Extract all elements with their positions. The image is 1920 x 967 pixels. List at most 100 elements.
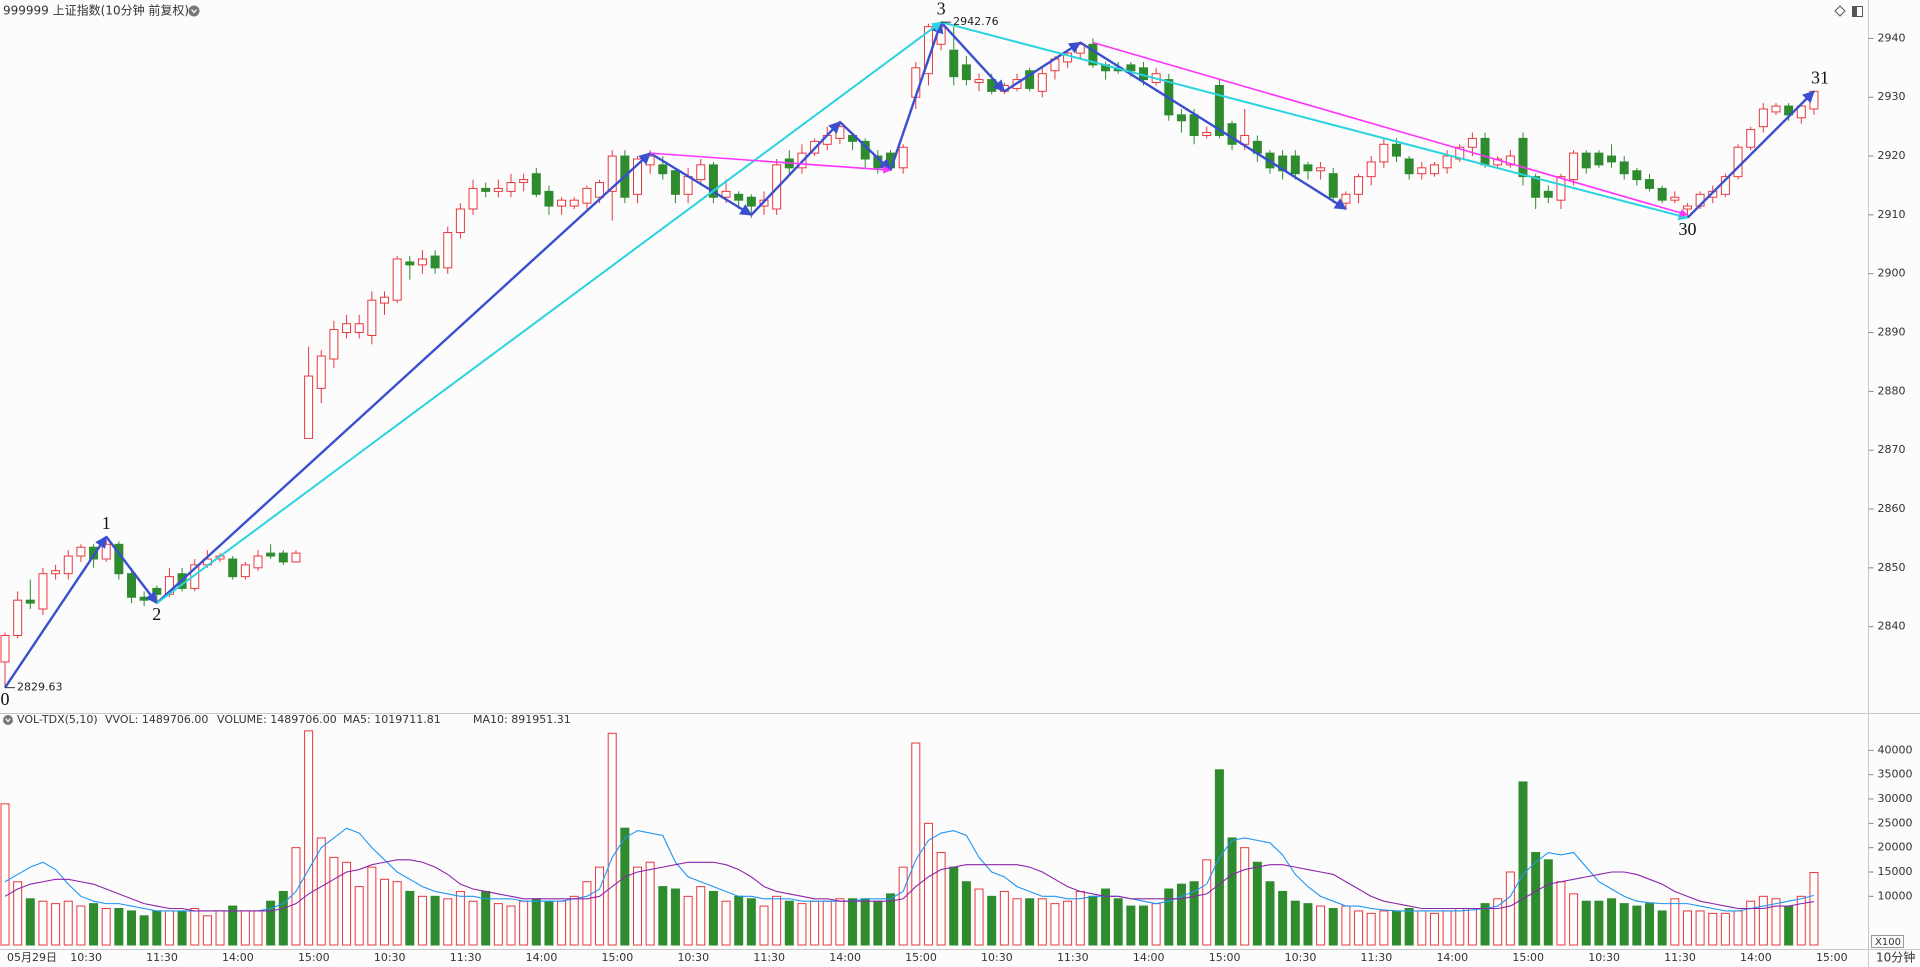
volume-bar <box>1518 781 1528 946</box>
candle-body <box>354 323 364 334</box>
candle-body <box>190 564 200 589</box>
candle-body <box>1733 146 1743 178</box>
volume-bar <box>911 742 921 946</box>
volume-bar <box>1025 898 1035 946</box>
volume-bar <box>607 732 617 946</box>
volume-bar <box>1328 908 1338 946</box>
candle-body <box>1657 187 1667 201</box>
wave-segment <box>649 152 753 216</box>
candle-body <box>658 164 668 175</box>
price-mark-label: 2829.63 <box>17 681 63 694</box>
candle-body <box>633 158 642 195</box>
volume-ma-line <box>4 827 1815 912</box>
wave-segment <box>839 121 892 172</box>
volume-bar <box>38 900 48 946</box>
volume-bar <box>873 900 883 946</box>
x-tick-label: 10:30 <box>1588 951 1620 964</box>
candle-body <box>468 187 478 210</box>
y-tick-label: 2840 <box>1878 620 1906 633</box>
volume-bar <box>1379 910 1389 946</box>
indicator-menu-button[interactable] <box>3 715 13 725</box>
volume-bar <box>1139 905 1148 946</box>
volume-bar <box>1493 898 1503 946</box>
diamond-icon[interactable] <box>1834 5 1846 17</box>
candle-body <box>13 599 23 636</box>
volume-bar <box>1278 890 1288 946</box>
volume-bar <box>253 910 263 946</box>
y-tick-label: 2890 <box>1878 326 1906 339</box>
volume-bar <box>316 837 326 946</box>
volume-bar <box>582 881 592 946</box>
wave-segment <box>1092 41 1689 217</box>
volume-bar <box>89 903 99 946</box>
volume-bar <box>1050 903 1060 946</box>
candle-body <box>1670 196 1680 201</box>
y-tick-label: 25000 <box>1878 816 1913 829</box>
unit-box <box>1871 935 1904 948</box>
volume-bar <box>1455 908 1465 946</box>
x-tick-label: 14:00 <box>1436 951 1468 964</box>
candle-body <box>329 329 339 360</box>
volume-bar <box>1063 900 1073 946</box>
volume-bar <box>1417 910 1427 946</box>
legend-entry: MA10: 891951.31 <box>473 713 571 726</box>
x-tick-label: 11:30 <box>753 951 785 964</box>
volume-bar <box>898 866 908 946</box>
candle-body <box>1505 155 1515 166</box>
candle-body <box>1366 161 1376 178</box>
candle-body <box>645 155 655 166</box>
y-tick-label: 15000 <box>1878 865 1913 878</box>
volume-bar <box>367 866 377 946</box>
candle-body <box>89 546 99 560</box>
volume-bar <box>860 898 870 946</box>
candle-body <box>519 179 529 184</box>
candle-body <box>101 543 111 560</box>
x-tick-label: 14:00 <box>526 951 558 964</box>
candle-body <box>1467 137 1477 148</box>
candle-body <box>898 146 908 169</box>
wave-label: 1 <box>102 513 111 533</box>
candle-body <box>1518 137 1528 178</box>
candle-body <box>1126 64 1136 72</box>
volume-bar <box>1240 847 1250 946</box>
candle-body <box>1176 114 1186 122</box>
candle-body <box>228 558 238 578</box>
volume-bar <box>822 900 832 946</box>
candle-body <box>455 208 465 234</box>
candle-body <box>1531 176 1541 198</box>
candle-body <box>1784 105 1794 116</box>
candle-body <box>1227 123 1237 145</box>
x-tick-label: 15:00 <box>298 951 330 964</box>
volume-bar <box>1543 859 1553 946</box>
volume-bar <box>696 886 706 946</box>
candle-body <box>1556 176 1566 201</box>
volume-bar <box>190 908 200 946</box>
candle-body <box>493 187 503 192</box>
x-tick-label: 10:30 <box>70 951 102 964</box>
volume-bar <box>746 898 756 946</box>
candle-body <box>506 182 516 192</box>
volume-bar <box>139 915 149 946</box>
wave-label: 30 <box>1678 219 1696 239</box>
x-tick-label: 10:30 <box>981 951 1013 964</box>
volume-bar <box>493 903 503 946</box>
title-menu-button[interactable] <box>188 5 200 17</box>
x-tick-label: 11:30 <box>1664 951 1696 964</box>
candle-body <box>392 258 402 301</box>
volume-bar <box>1392 910 1401 946</box>
candle-body <box>266 552 276 557</box>
volume-bar <box>1505 871 1515 946</box>
candle-body <box>380 296 389 304</box>
candle-body <box>721 190 731 198</box>
volume-bar <box>304 730 314 946</box>
candle-body <box>1569 152 1579 181</box>
volume-bar <box>974 888 984 946</box>
volume-bar <box>961 881 971 946</box>
candle-body <box>1316 167 1326 172</box>
candle-body <box>1594 152 1604 166</box>
panel-icon[interactable] <box>1852 6 1863 17</box>
x-tick-label: 14:00 <box>1740 951 1772 964</box>
candle-body <box>1088 43 1098 66</box>
volume-bar <box>595 866 605 946</box>
volume-bar <box>1632 905 1642 946</box>
